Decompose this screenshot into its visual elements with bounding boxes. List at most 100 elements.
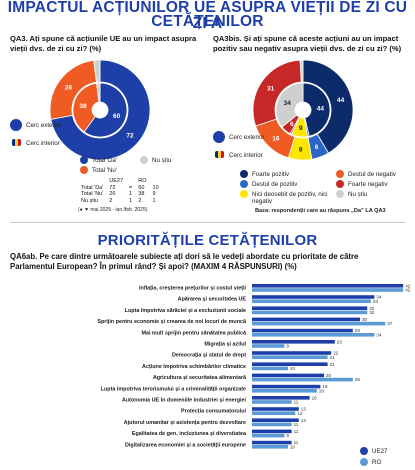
bar-ue27	[252, 351, 332, 355]
value-label-ue27: 19	[322, 384, 328, 389]
outer-ring-marker	[10, 119, 22, 131]
value-label-ue27: 30	[362, 317, 368, 322]
category-label: Lupta împotriva sărăciei și a excluziuni…	[125, 308, 246, 314]
value-label-ro: 10	[290, 444, 296, 449]
qa3bis-legend-neutral: Nici deosebit de pozitiv, nici negativ	[252, 191, 328, 205]
qa3bis-base-note: Baza: respondenții care au răspuns „Da” …	[255, 208, 386, 214]
table-cell: =	[129, 184, 133, 191]
bar-ro	[252, 389, 317, 393]
legend-yes-marker	[80, 156, 88, 164]
table-header-ro: RO	[138, 178, 147, 184]
qa3bis-outer-value-label-0: 44	[337, 97, 345, 104]
qa3bis-outer-ring-label: Cerc exterior	[229, 134, 265, 141]
section-divider	[10, 222, 405, 223]
value-label-ro: 37	[387, 321, 393, 326]
value-label-ue27: 21	[330, 362, 336, 367]
outer-ring-marker	[213, 131, 225, 143]
qa3-table-footnote: (● ▼ mai 2025 - ian./feb. 2025)	[78, 207, 148, 213]
qa3-outer-value-label-1: 26	[65, 85, 73, 92]
bar-ro	[252, 333, 375, 337]
priorities-section-title: PRIORITĂȚILE CETĂȚENILOR	[97, 232, 318, 249]
qa3bis-inner-value-label-2: 9	[299, 125, 303, 132]
bar-ro	[252, 433, 285, 438]
table-cell: 1	[152, 197, 156, 204]
value-label-ue27: 34	[376, 295, 382, 300]
qa3-outer-slice-0	[50, 59, 151, 161]
table-cell: 60	[138, 184, 145, 191]
bar-ue27	[252, 384, 321, 389]
bar-ue27	[252, 295, 375, 299]
category-label: Democrația și statul de drept	[172, 353, 246, 359]
value-label-ro: 11	[294, 422, 299, 427]
qa3-inner-slice-2	[96, 82, 101, 103]
table-cell: 1	[129, 191, 133, 197]
value-label-ro: 9	[286, 433, 289, 438]
qa3-legend-dk: Nu știu	[152, 157, 172, 164]
legend-fairly-negative-marker	[336, 170, 344, 178]
bar-ro	[252, 299, 371, 303]
bar-ue27	[252, 306, 368, 310]
qa3-inner-value-label-0: 60	[113, 113, 121, 120]
bar-ue27	[252, 407, 299, 411]
value-label-ro: 12	[297, 411, 303, 416]
qa3-outer-slice-2	[93, 59, 101, 83]
bar-ue27	[252, 429, 292, 434]
value-label-ue27: 28	[355, 328, 361, 333]
qa3-legend-no: Total 'Nu'	[92, 167, 118, 174]
bar-ro	[252, 422, 292, 427]
legend-eu27-marker	[360, 447, 368, 455]
category-label: Inflația, creșterea prețurilor și costul…	[139, 286, 246, 292]
qa3bis-inner-value-label-4: 6	[290, 121, 294, 128]
qa3bis-outer-value-label-3: 16	[272, 135, 280, 142]
value-label-ro: 33	[373, 299, 379, 304]
category-label: Lupta împotriva terorismului și a crimin…	[101, 386, 246, 392]
qa6-question-line2: Parlamentul European? În primul rând? Și…	[10, 262, 297, 271]
value-label-ue27: 13	[301, 418, 307, 423]
qa3-inner-slice-0	[83, 82, 128, 138]
qa3-inner-slice-1	[72, 82, 100, 133]
qa3-legend-yes: Total 'Da'	[92, 157, 118, 164]
category-label: Egalitatea de gen, incluziunea și divers…	[132, 431, 247, 437]
legend-ro-marker	[360, 458, 368, 466]
legend-no-marker	[80, 166, 88, 174]
main-title-line2: CETĂȚENILOR	[151, 13, 264, 30]
value-label-ue27: 32	[369, 306, 375, 311]
bar-ue27	[252, 440, 292, 445]
value-label-ue27: 23	[337, 339, 343, 344]
qa3bis-inner-value-label-5: 34	[284, 100, 292, 107]
table-cell: 26	[109, 191, 116, 197]
bar-ue27	[252, 418, 299, 422]
qa3bis-question: QA3bis. Și ați spune că aceste acțiuni a…	[213, 34, 402, 53]
bar-ro	[252, 344, 285, 348]
table-cell: 10	[152, 184, 159, 191]
category-label: Mai mult sprijin pentru sănătatea public…	[141, 330, 247, 336]
category-label: Sprijin pentru economie și crearea de no…	[97, 319, 247, 325]
bar-ue27	[252, 328, 353, 333]
qa3bis-legend-fairly-positive: Destul de pozitiv	[252, 181, 298, 188]
qa3bis-inner-slice-5	[275, 82, 304, 128]
table-cell: Total 'Nu'	[81, 191, 104, 197]
qa3bis-legend-dont-know: Nu știu	[348, 191, 368, 198]
bar-ue27	[252, 373, 324, 378]
main-title-line1: IMPACTUL ACȚIUNILOR UE ASUPRA VIEȚII DE …	[7, 0, 408, 32]
bar-ue27	[252, 340, 335, 344]
value-label-ro: 42	[405, 288, 411, 293]
legend-neutral-marker	[240, 190, 248, 198]
table-cell: Nu știu	[81, 197, 99, 204]
table-cell: Total 'Da'	[81, 184, 104, 191]
table-cell: 1	[129, 197, 133, 204]
qa3bis-outer-slice-0	[302, 59, 354, 154]
qa3-inner-value-label-1: 38	[79, 103, 87, 110]
value-label-ro: 28	[355, 377, 361, 382]
qa3bis-inner-ring-label: Cerc interior	[229, 152, 263, 159]
qa3-question: QA3. Ați spune că acțiunile UE au un imp…	[10, 34, 197, 53]
category-label: Digitalizarea economiei și a societății …	[125, 442, 246, 448]
bar-ro	[252, 411, 296, 415]
bar-ro	[252, 321, 386, 326]
bar-ro	[252, 288, 404, 292]
category-label: Apărarea și securitatea UE	[178, 297, 247, 303]
value-label-ro: 32	[369, 310, 375, 315]
legend-eu27-label: UE27	[372, 448, 388, 455]
value-label-ro: 18	[319, 388, 325, 393]
